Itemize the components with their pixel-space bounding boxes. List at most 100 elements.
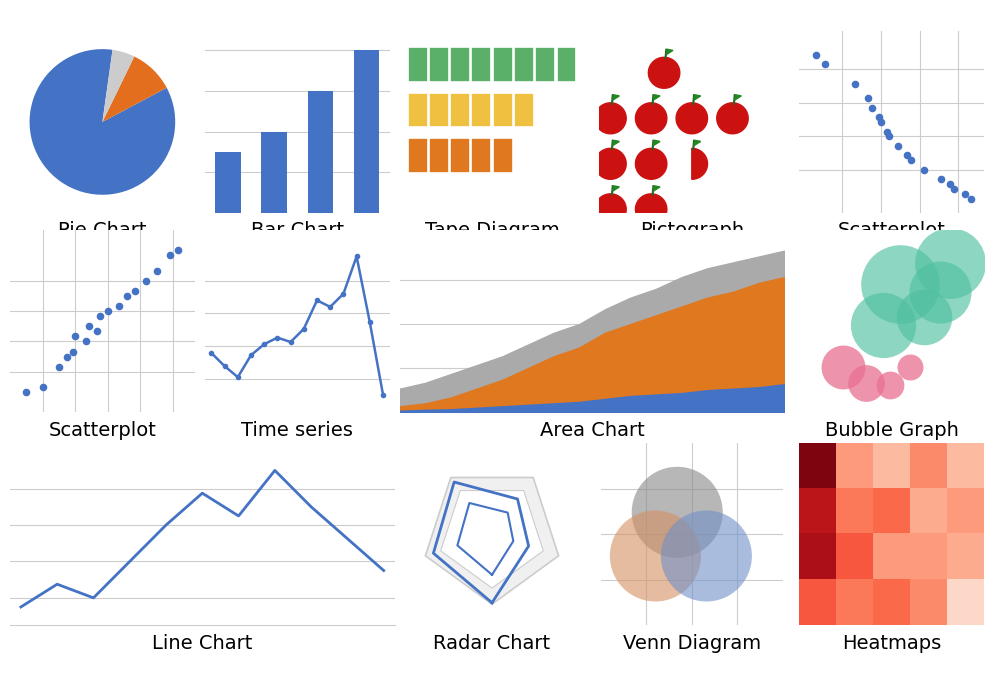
Polygon shape xyxy=(441,491,543,588)
Point xyxy=(127,285,143,296)
Point xyxy=(946,183,962,194)
Point xyxy=(808,49,824,60)
X-axis label: Pie Chart: Pie Chart xyxy=(58,221,147,240)
Point xyxy=(916,164,932,175)
FancyBboxPatch shape xyxy=(451,47,470,82)
Point xyxy=(915,311,931,322)
FancyBboxPatch shape xyxy=(556,47,576,82)
Point xyxy=(78,336,94,347)
Point xyxy=(963,193,979,204)
Polygon shape xyxy=(594,103,626,134)
FancyBboxPatch shape xyxy=(408,93,428,127)
Point xyxy=(903,155,919,166)
Point xyxy=(957,188,973,199)
FancyBboxPatch shape xyxy=(472,47,492,82)
Point xyxy=(65,346,81,357)
Point xyxy=(35,381,51,392)
Point xyxy=(835,361,851,372)
Polygon shape xyxy=(716,103,748,134)
Circle shape xyxy=(609,510,701,602)
Point xyxy=(882,380,898,391)
Polygon shape xyxy=(653,186,660,191)
Point xyxy=(902,361,918,372)
Point xyxy=(89,326,105,337)
Polygon shape xyxy=(471,515,513,557)
Bar xyxy=(215,152,241,213)
Point xyxy=(860,93,876,104)
FancyBboxPatch shape xyxy=(493,47,512,82)
Point xyxy=(858,378,874,389)
Point xyxy=(138,275,154,286)
Polygon shape xyxy=(676,103,707,134)
X-axis label: Venn Diagram: Venn Diagram xyxy=(622,633,761,653)
Point xyxy=(817,59,833,70)
Polygon shape xyxy=(691,148,707,179)
Point xyxy=(119,291,135,302)
Point xyxy=(51,361,67,372)
X-axis label: Scatterplot: Scatterplot xyxy=(838,221,945,240)
Point xyxy=(871,112,887,123)
Point xyxy=(111,300,127,311)
X-axis label: Area Chart: Area Chart xyxy=(539,420,644,440)
X-axis label: Tape Diagram: Tape Diagram xyxy=(425,221,559,240)
Point xyxy=(942,258,958,269)
Point xyxy=(163,250,179,261)
Polygon shape xyxy=(426,477,558,604)
Wedge shape xyxy=(102,56,167,122)
Polygon shape xyxy=(612,95,619,100)
Point xyxy=(933,174,949,185)
Wedge shape xyxy=(30,49,175,194)
Wedge shape xyxy=(102,50,134,122)
FancyBboxPatch shape xyxy=(451,93,470,127)
X-axis label: Pictograph: Pictograph xyxy=(639,221,744,240)
X-axis label: Bar Chart: Bar Chart xyxy=(251,221,344,240)
Point xyxy=(67,331,83,342)
X-axis label: Radar Chart: Radar Chart xyxy=(434,633,550,653)
Polygon shape xyxy=(666,49,673,54)
Point xyxy=(18,387,34,398)
Point xyxy=(890,140,906,151)
Polygon shape xyxy=(612,186,619,191)
Polygon shape xyxy=(734,95,741,100)
Circle shape xyxy=(661,510,752,602)
FancyBboxPatch shape xyxy=(493,138,512,173)
FancyBboxPatch shape xyxy=(451,138,470,173)
FancyBboxPatch shape xyxy=(493,93,512,127)
FancyBboxPatch shape xyxy=(535,47,555,82)
Circle shape xyxy=(631,466,722,558)
FancyBboxPatch shape xyxy=(514,93,533,127)
Bar xyxy=(308,91,333,213)
Bar xyxy=(354,50,380,213)
Polygon shape xyxy=(635,194,667,225)
X-axis label: Heatmaps: Heatmaps xyxy=(842,633,941,653)
FancyBboxPatch shape xyxy=(514,47,533,82)
Point xyxy=(932,286,948,297)
Point xyxy=(81,321,97,332)
Point xyxy=(847,78,863,89)
X-axis label: Line Chart: Line Chart xyxy=(152,633,253,653)
FancyBboxPatch shape xyxy=(429,138,449,173)
Point xyxy=(171,245,187,256)
FancyBboxPatch shape xyxy=(472,93,492,127)
Polygon shape xyxy=(694,140,700,146)
Point xyxy=(59,351,75,362)
Polygon shape xyxy=(612,140,619,146)
Polygon shape xyxy=(635,103,667,134)
FancyBboxPatch shape xyxy=(472,138,492,173)
Bar xyxy=(262,132,287,213)
FancyBboxPatch shape xyxy=(429,93,449,127)
Polygon shape xyxy=(456,503,528,573)
FancyBboxPatch shape xyxy=(429,47,449,82)
Point xyxy=(873,117,889,128)
Polygon shape xyxy=(594,148,626,179)
Polygon shape xyxy=(635,148,667,179)
Point xyxy=(881,131,897,142)
X-axis label: Time series: Time series xyxy=(242,420,353,440)
Point xyxy=(864,102,880,113)
X-axis label: Scatterplot: Scatterplot xyxy=(49,420,156,440)
Point xyxy=(892,278,908,289)
Polygon shape xyxy=(694,95,700,100)
Polygon shape xyxy=(653,95,660,100)
Point xyxy=(879,126,895,137)
Point xyxy=(100,306,116,317)
